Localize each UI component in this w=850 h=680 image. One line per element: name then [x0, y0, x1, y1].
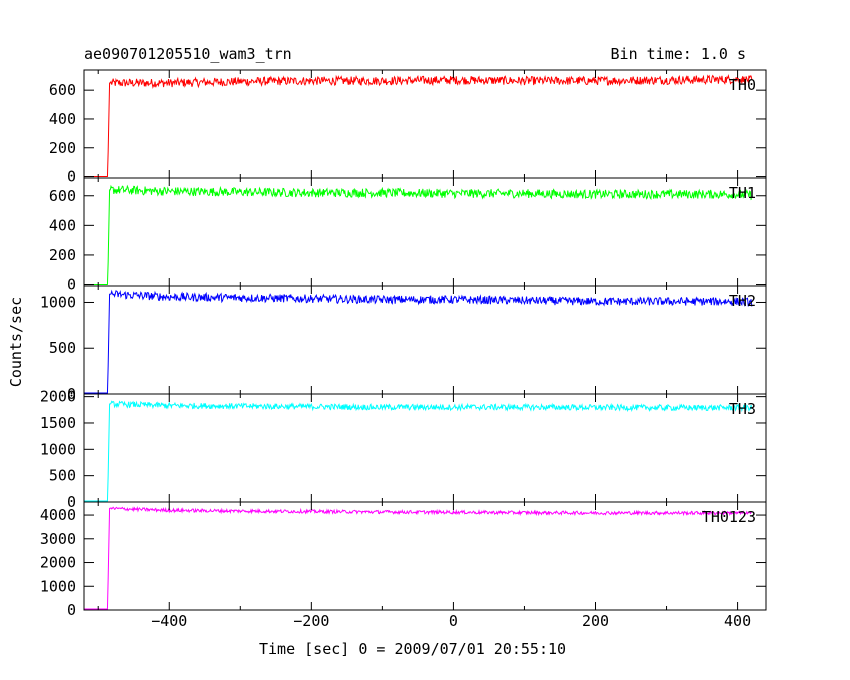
series-line-th3 [84, 400, 753, 502]
y-tick-label-th0123-4000: 4000 [40, 506, 76, 524]
y-tick-label-th0-0: 0 [67, 168, 76, 186]
panel-frame-th0 [83, 69, 767, 179]
x-tick-label-0: 0 [449, 612, 458, 630]
bin-time-label: Bin time: 1.0 s [610, 45, 746, 63]
y-tick-label-th0-400: 400 [49, 110, 76, 128]
series-label-th0123: TH0123 [702, 508, 756, 526]
x-tick-label--200: −200 [293, 612, 329, 630]
y-tick-label-th3-1000: 1000 [40, 440, 76, 458]
x-tick-label-200: 200 [582, 612, 609, 630]
y-tick-label-th1-200: 200 [49, 246, 76, 264]
series-line-th0123 [84, 505, 753, 610]
y-tick-label-th1-0: 0 [67, 276, 76, 294]
series-label-th2: TH2 [729, 292, 756, 310]
x-axis-label: Time [sec] 0 = 2009/07/01 20:55:10 [259, 640, 567, 658]
series-label-th3: TH3 [729, 400, 756, 418]
y-tick-label-th3-500: 500 [49, 467, 76, 485]
y-tick-label-th0123-2000: 2000 [40, 554, 76, 572]
y-tick-label-th1-600: 600 [49, 187, 76, 205]
y-tick-label-th2-0: 0 [67, 385, 76, 403]
y-tick-label-th3-2000: 2000 [40, 388, 76, 406]
y-tick-label-th2-500: 500 [49, 339, 76, 357]
series-line-th2 [84, 289, 753, 394]
y-tick-label-th0-200: 200 [49, 139, 76, 157]
y-tick-label-th1-400: 400 [49, 216, 76, 234]
panel-frame-th0123 [83, 501, 767, 611]
y-tick-label-th0123-3000: 3000 [40, 530, 76, 548]
y-tick-label-th0-600: 600 [49, 81, 76, 99]
series-label-th0: TH0 [729, 76, 756, 94]
x-tick-label--400: −400 [151, 612, 187, 630]
panel-frame-th3 [83, 393, 767, 503]
y-tick-label-th0123-1000: 1000 [40, 577, 76, 595]
y-tick-label-th0123-0: 0 [67, 601, 76, 619]
series-line-th0 [84, 74, 753, 178]
series-label-th1: TH1 [729, 184, 756, 202]
series-line-th1 [84, 184, 753, 286]
y-tick-label-th3-1500: 1500 [40, 414, 76, 432]
y-tick-label-th2-1000: 1000 [40, 293, 76, 311]
chart-title: ae090701205510_wam3_trn [84, 45, 292, 63]
x-tick-label-400: 400 [724, 612, 751, 630]
y-tick-label-th3-0: 0 [67, 493, 76, 511]
